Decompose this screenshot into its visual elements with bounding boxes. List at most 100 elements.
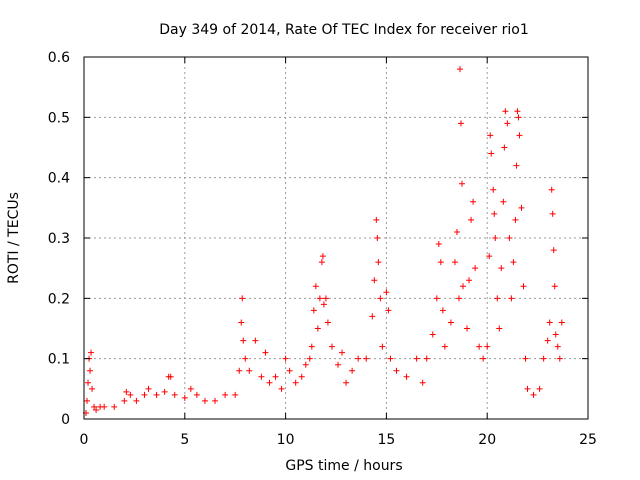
data-point: [363, 355, 370, 362]
data-point: [87, 367, 94, 374]
y-tick-label: 0.2: [48, 291, 70, 307]
data-point: [292, 379, 299, 386]
data-point: [320, 301, 327, 308]
data-point: [470, 198, 477, 205]
data-point: [429, 331, 436, 338]
data-point: [374, 235, 381, 241]
data-point: [278, 385, 285, 392]
data-point: [464, 325, 471, 332]
data-point: [451, 259, 458, 266]
data-point: [308, 343, 315, 350]
data-point: [383, 289, 390, 296]
data-point: [472, 265, 479, 272]
data-point: [393, 367, 400, 374]
data-point: [490, 186, 497, 193]
data-point: [423, 355, 430, 362]
data-point: [212, 397, 219, 404]
data-point: [239, 295, 246, 302]
data-point: [89, 385, 96, 392]
data-point: [456, 66, 463, 73]
data-point: [302, 361, 309, 368]
data-point: [518, 204, 525, 211]
data-point: [266, 379, 273, 386]
data-point: [379, 343, 386, 350]
data-point: [437, 259, 444, 266]
data-point: [141, 391, 148, 398]
data-point: [419, 379, 426, 386]
data-point: [502, 108, 509, 115]
data-point: [536, 385, 543, 392]
data-point: [530, 391, 537, 398]
data-point: [238, 319, 245, 326]
x-tick-label: 20: [478, 432, 496, 448]
y-tick-label: 0: [61, 412, 70, 428]
data-point: [88, 349, 95, 356]
data-point: [349, 367, 356, 374]
data-point: [516, 132, 523, 139]
data-point: [328, 343, 335, 350]
data-point: [201, 397, 208, 404]
data-point: [222, 391, 229, 398]
data-point: [101, 403, 108, 410]
data-point: [286, 367, 293, 374]
data-point: [513, 162, 520, 169]
data-point: [506, 235, 513, 241]
data-point: [93, 406, 100, 413]
data-point: [127, 391, 134, 398]
y-axis-label: ROTI / TECUs: [6, 192, 22, 284]
data-point: [318, 259, 325, 266]
data-point: [457, 120, 464, 127]
data-point: [512, 216, 519, 223]
data-point: [466, 277, 473, 284]
data-point: [85, 379, 92, 386]
data-point: [343, 379, 350, 386]
data-point: [369, 313, 376, 320]
data-point: [403, 373, 410, 380]
data-point: [272, 373, 279, 380]
data-point: [187, 385, 194, 392]
data-point: [322, 295, 329, 302]
y-tick-label: 0.6: [48, 50, 70, 66]
data-point: [240, 337, 247, 344]
data-point: [524, 385, 531, 392]
data-point: [548, 186, 555, 193]
data-point: [558, 319, 565, 326]
data-point: [441, 343, 448, 350]
data-point: [111, 403, 118, 410]
data-point: [298, 373, 305, 380]
x-tick-label: 15: [377, 432, 395, 448]
data-point: [552, 331, 559, 338]
x-tick-label: 0: [80, 432, 89, 448]
data-point: [335, 361, 342, 368]
data-point: [540, 355, 547, 362]
y-tick-label: 0.3: [48, 231, 70, 247]
data-point: [262, 349, 269, 356]
data-point: [554, 343, 561, 350]
data-point: [339, 349, 346, 356]
data-point: [242, 355, 249, 362]
data-point: [387, 355, 394, 362]
data-point: [385, 307, 392, 314]
data-point: [84, 397, 91, 404]
data-point: [460, 283, 467, 290]
data-point: [316, 295, 323, 302]
y-tick-label: 0.1: [48, 352, 70, 368]
data-point: [453, 228, 460, 235]
data-point: [508, 295, 515, 302]
data-point: [355, 355, 362, 362]
data-point: [312, 283, 319, 290]
data-point: [514, 108, 521, 115]
data-point: [492, 235, 499, 241]
data-point: [498, 265, 505, 272]
chart-title: Day 349 of 2014, Rate Of TEC Index for r…: [159, 22, 529, 38]
data-point: [133, 397, 140, 404]
data-point: [161, 388, 168, 395]
data-point: [556, 355, 563, 362]
x-axis-label: GPS time / hours: [285, 458, 402, 474]
data-point: [476, 343, 483, 350]
data-point: [501, 144, 508, 151]
data-point: [91, 403, 98, 410]
axis-ticks: 0 5 10 15 20 25 0 0.1 0.2 0.3 0.4 0.5 0.6: [48, 50, 597, 448]
data-point: [491, 210, 498, 217]
data-point: [487, 132, 494, 139]
